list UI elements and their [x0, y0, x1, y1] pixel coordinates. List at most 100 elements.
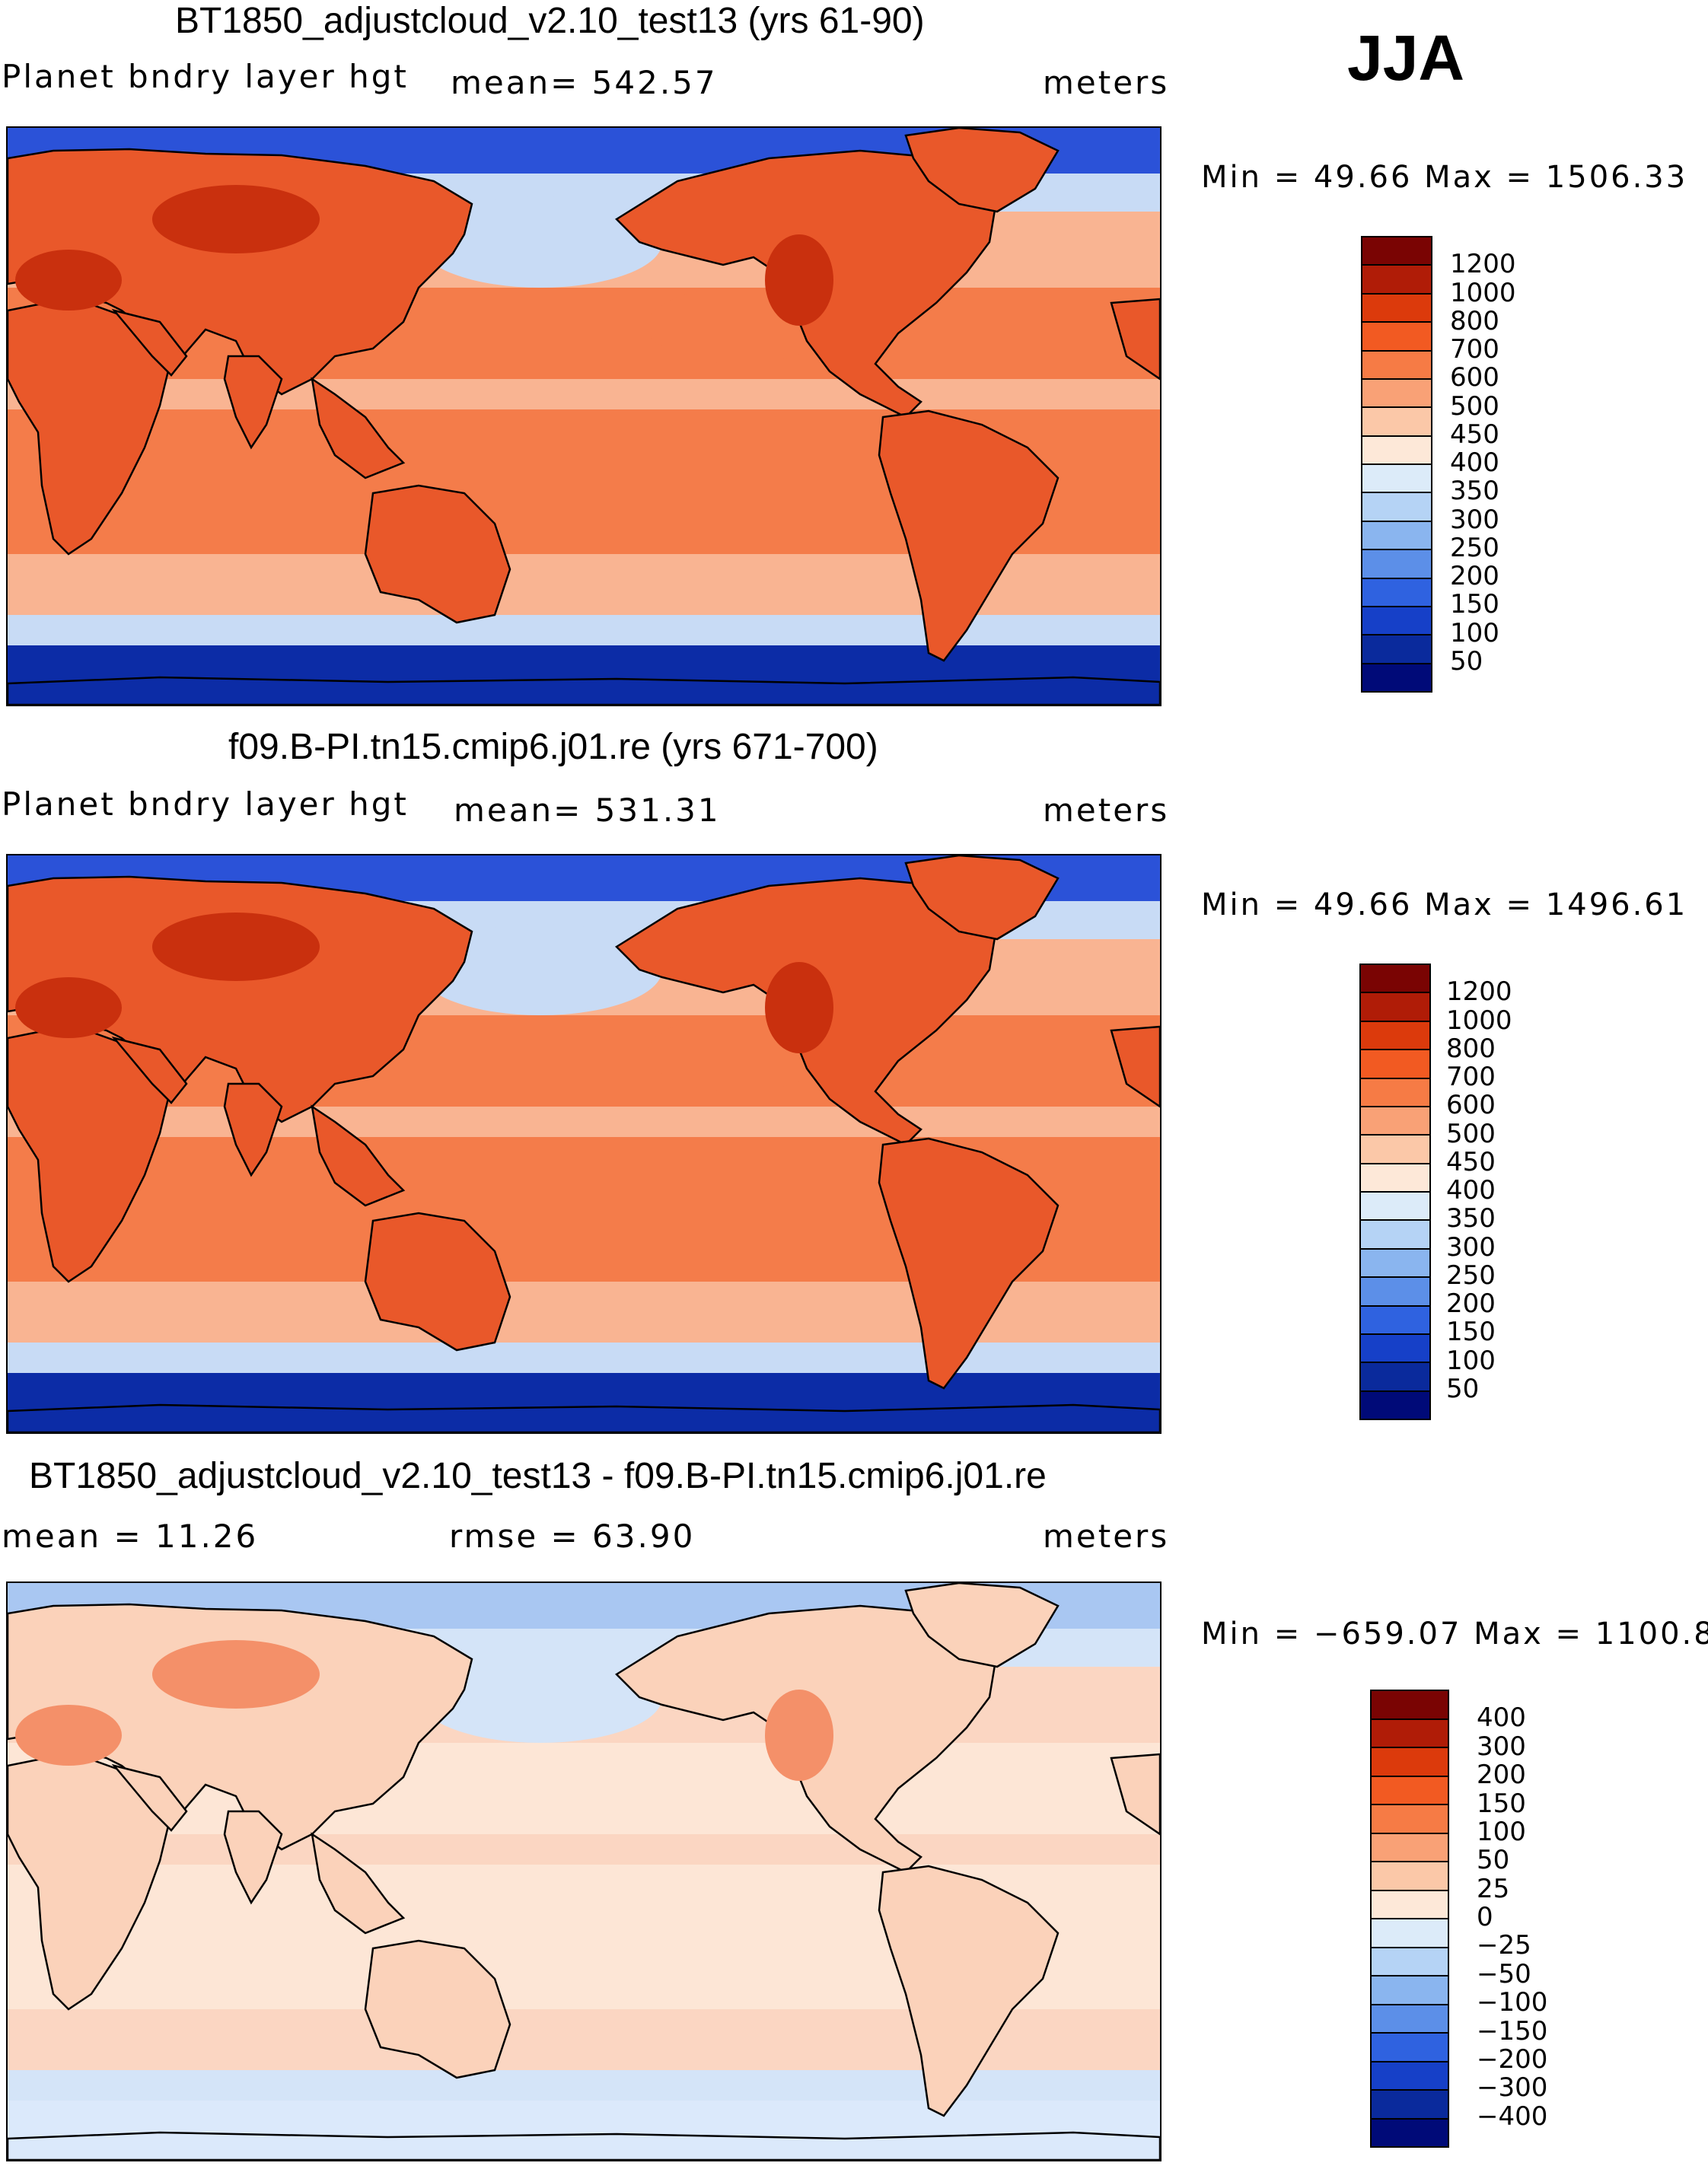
panel-2-mean: mean= 531.31	[454, 792, 721, 829]
colorbar-swatch	[1362, 493, 1431, 522]
panel-3-rmse: rmse = 63.90	[449, 1518, 696, 1555]
panel-2-colorbar	[1359, 964, 1431, 1420]
colorbar-tick-label: 500	[1450, 390, 1499, 422]
colorbar-tick-label: 1000	[1450, 277, 1516, 308]
panel-2-map	[6, 854, 1162, 1434]
rocky-mountains-high-region	[765, 962, 833, 1053]
colorbar-swatch	[1372, 1691, 1448, 1720]
colorbar-swatch	[1372, 2119, 1448, 2146]
colorbar-tick-label: −50	[1477, 1958, 1531, 1989]
colorbar-swatch	[1362, 436, 1431, 465]
colorbar-swatch	[1372, 2034, 1448, 2062]
colorbar-swatch	[1362, 465, 1431, 494]
colorbar-tick-label: 400	[1477, 1703, 1526, 1734]
colorbar-tick-label: 1000	[1446, 1005, 1512, 1036]
colorbar-tick-label: 100	[1477, 1816, 1526, 1847]
colorbar-swatch	[1362, 521, 1431, 551]
colorbar-swatch	[1362, 294, 1431, 323]
australia-landmass	[364, 1212, 511, 1352]
colorbar-swatch	[1362, 578, 1431, 607]
colorbar-swatch	[1361, 1278, 1429, 1307]
panel-1-units: meters	[1043, 64, 1170, 101]
colorbar-tick-label: 300	[1446, 1231, 1496, 1263]
samerica-landmass	[878, 1137, 1060, 1390]
colorbar-tick-label: 150	[1477, 1788, 1526, 1819]
colorbar-swatch	[1362, 351, 1431, 380]
panel-2-title: f09.B-PI.tn15.cmip6.j01.re (yrs 671-700)	[228, 727, 878, 767]
panel-2-units: meters	[1043, 792, 1170, 829]
india-landmass	[223, 355, 283, 450]
westafrica-landmass	[1110, 1753, 1160, 1836]
colorbar-tick-label: −25	[1477, 1930, 1531, 1961]
equatorial-band	[8, 379, 1160, 409]
arabia-landmass	[111, 308, 188, 377]
panel-3-units: meters	[1043, 1518, 1170, 1555]
season-label: JJA	[1347, 22, 1465, 94]
colorbar-swatch	[1361, 1021, 1429, 1051]
colorbar-tick-label: 200	[1450, 561, 1499, 591]
equatorial-band	[8, 1834, 1160, 1865]
panel-3-title: BT1850_adjustcloud_v2.10_test13 - f09.B-…	[29, 1456, 1047, 1496]
sahara-high-region	[15, 250, 122, 311]
colorbar-swatch	[1361, 1107, 1429, 1136]
colorbar-swatch	[1362, 664, 1431, 691]
seasia-landmass	[311, 1104, 406, 1207]
antarctica-landmass	[8, 2131, 1160, 2160]
colorbar-swatch	[1361, 993, 1429, 1022]
colorbar-tick-label: 150	[1450, 589, 1499, 620]
colorbar-tick-label: 500	[1446, 1118, 1496, 1149]
colorbar-tick-label: 0	[1477, 1902, 1493, 1932]
panel-1-variable-label: Planet bndry layer hgt	[2, 58, 409, 95]
colorbar-swatch	[1372, 1805, 1448, 1834]
north-pacific-cool-region	[419, 196, 662, 288]
arabia-landmass	[111, 1036, 188, 1104]
north-pacific-cool-region	[419, 924, 662, 1015]
colorbar-tick-label: 1200	[1446, 976, 1512, 1008]
panel-2-variable-label: Planet bndry layer hgt	[2, 785, 409, 823]
panel-1-title: BT1850_adjustcloud_v2.10_test13 (yrs 61-…	[175, 1, 925, 41]
colorbar-tick-label: 600	[1450, 362, 1499, 393]
antarctica-landmass	[8, 676, 1160, 705]
panel-1-mean: mean= 542.57	[451, 64, 718, 101]
colorbar-swatch	[1362, 635, 1431, 664]
colorbar-tick-label: 250	[1450, 532, 1499, 563]
colorbar-tick-label: −150	[1477, 2015, 1548, 2047]
colorbar-swatch	[1361, 965, 1429, 994]
colorbar-tick-label: 400	[1450, 448, 1499, 478]
colorbar-tick-label: 300	[1477, 1731, 1526, 1762]
arabia-landmass	[111, 1763, 188, 1832]
colorbar-tick-label: 250	[1446, 1260, 1496, 1291]
colorbar-swatch	[1372, 2091, 1448, 2120]
colorbar-swatch	[1372, 1862, 1448, 1891]
panel-3-minmax: Min = −659.07 Max = 1100.86	[1201, 1617, 1708, 1652]
panel-1-colorbar	[1361, 236, 1432, 693]
southern-ocean-band	[8, 2070, 1160, 2101]
australia-landmass	[364, 484, 511, 624]
colorbar-swatch	[1361, 1391, 1429, 1419]
colorbar-tick-label: 150	[1446, 1317, 1496, 1348]
panel-1-minmax: Min = 49.66 Max = 1506.33	[1201, 160, 1688, 195]
colorbar-swatch	[1361, 1050, 1429, 1079]
colorbar-swatch	[1372, 1890, 1448, 1919]
colorbar-tick-label: 350	[1446, 1203, 1496, 1234]
colorbar-tick-label: −200	[1477, 2043, 1548, 2075]
colorbar-tick-label: 800	[1450, 305, 1499, 336]
colorbar-swatch	[1372, 2005, 1448, 2034]
colorbar-swatch	[1372, 1719, 1448, 1748]
colorbar-tick-label: 100	[1450, 617, 1499, 648]
panel-2-minmax: Min = 49.66 Max = 1496.61	[1201, 887, 1688, 922]
panel-3-colorbar	[1370, 1690, 1449, 2148]
rocky-mountains-high-region	[765, 234, 833, 326]
central-asia-high-region	[152, 913, 320, 981]
colorbar-tick-label: 50	[1446, 1373, 1480, 1404]
colorbar-swatch	[1372, 1776, 1448, 1805]
colorbar-tick-label: −300	[1477, 2072, 1548, 2104]
colorbar-swatch	[1362, 237, 1431, 266]
central-asia-high-region	[152, 185, 320, 253]
colorbar-tick-label: 700	[1446, 1062, 1496, 1092]
rocky-mountains-high-region	[765, 1690, 833, 1781]
colorbar-swatch	[1361, 1334, 1429, 1364]
colorbar-swatch	[1372, 1976, 1448, 2005]
india-landmass	[223, 1082, 283, 1177]
colorbar-tick-label: −100	[1477, 1987, 1548, 2018]
